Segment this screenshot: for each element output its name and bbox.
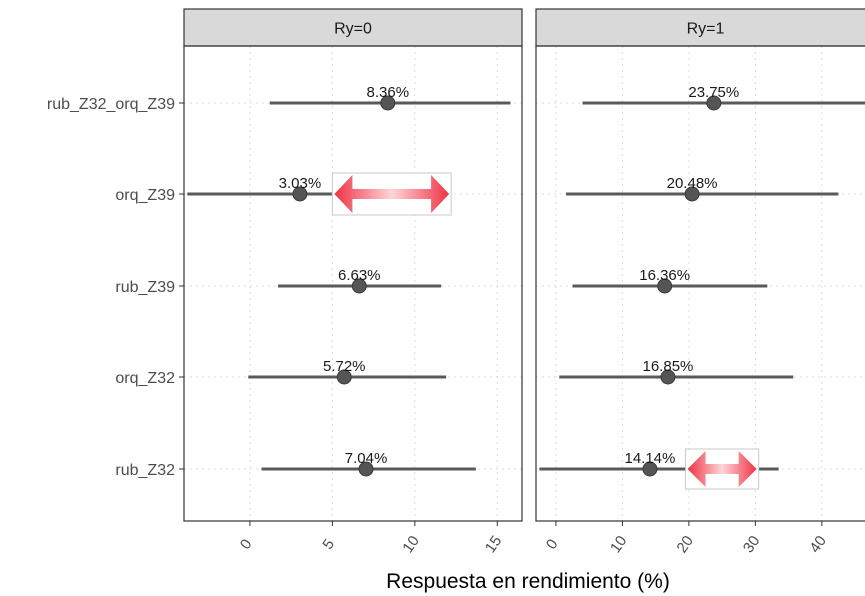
x-axis-title: Respuesta en rendimiento (%) xyxy=(386,570,670,593)
y-category-label: orq_Z39 xyxy=(115,187,175,204)
x-tick-label: 0 xyxy=(237,536,256,553)
x-tick-label: 20 xyxy=(673,533,696,556)
data-label: 23.75% xyxy=(688,84,739,101)
x-tick-label: 30 xyxy=(740,533,763,556)
x-tick-label: 15 xyxy=(482,533,505,556)
facet-title: Ry=0 xyxy=(334,21,372,38)
x-tick-label: 5 xyxy=(319,536,338,553)
data-label: 16.36% xyxy=(639,267,690,284)
y-category-label: rub_Z39 xyxy=(115,279,175,296)
data-label: 8.36% xyxy=(367,84,410,101)
x-tick-label: 10 xyxy=(607,533,630,556)
data-label: 3.03% xyxy=(279,175,322,192)
facet-title: Ry=1 xyxy=(687,21,725,38)
data-label: 14.14% xyxy=(624,450,675,467)
data-label: 5.72% xyxy=(323,358,366,375)
data-label: 6.63% xyxy=(338,267,381,284)
x-tick-label: 0 xyxy=(543,536,562,553)
y-category-label: rub_Z32_orq_Z39 xyxy=(47,96,175,113)
x-tick-label: 10 xyxy=(399,533,422,556)
data-label: 7.04% xyxy=(345,450,388,467)
data-label: 20.48% xyxy=(667,175,718,192)
data-label: 16.85% xyxy=(643,358,694,375)
y-category-label: rub_Z32 xyxy=(115,462,175,479)
y-category-label: orq_Z32 xyxy=(115,370,175,387)
x-tick-label: 40 xyxy=(806,533,829,556)
